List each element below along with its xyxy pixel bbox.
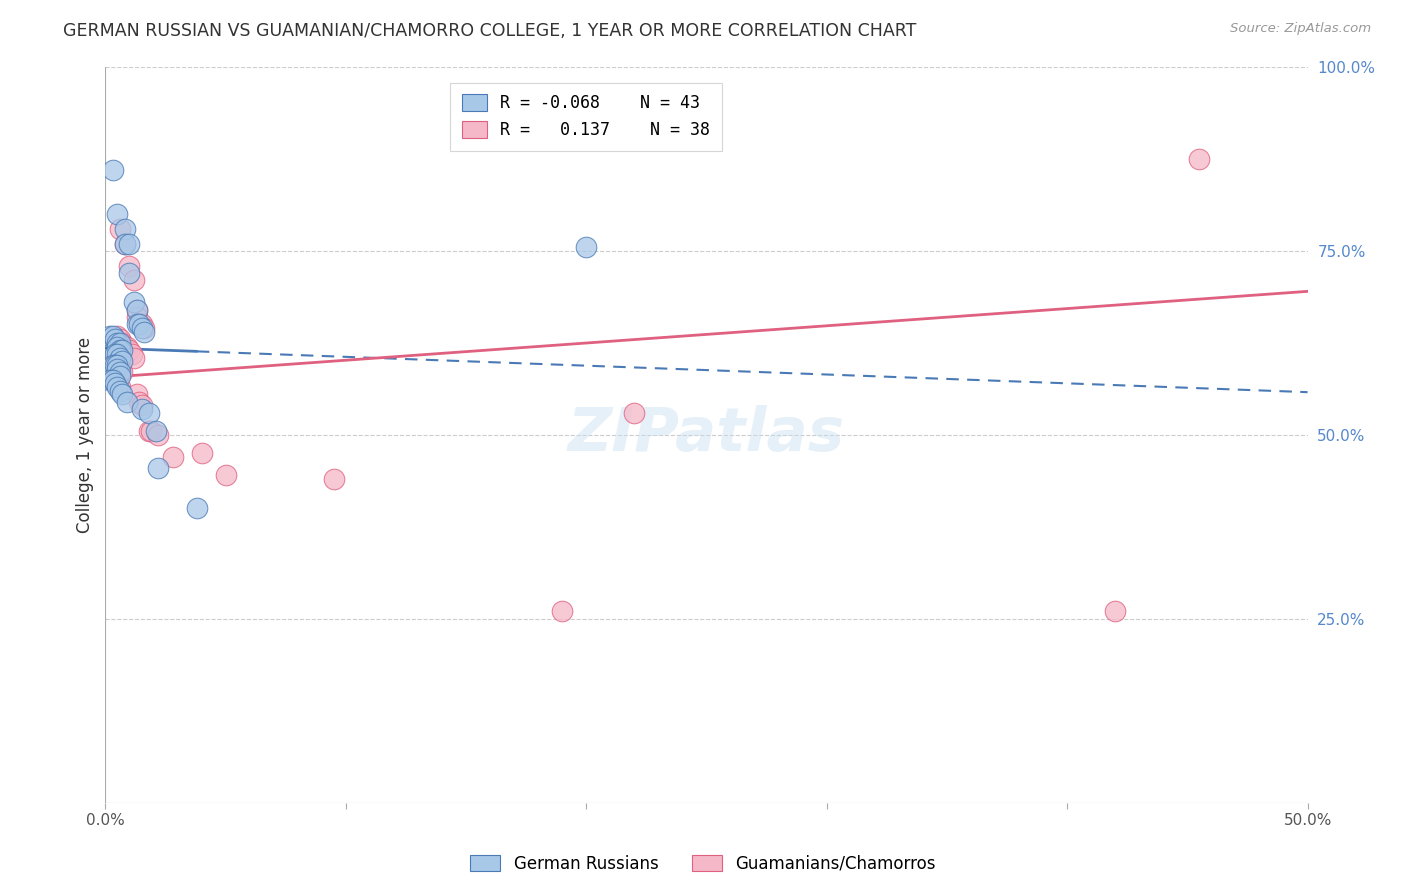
Point (108, 380, 131, 394)
Point (131, 399, 153, 413)
Point (114, 222, 136, 236)
Point (575, 240, 598, 254)
Text: ZIPatlas: ZIPatlas (568, 405, 845, 465)
Point (108, 335, 131, 350)
Point (214, 468, 236, 483)
Point (111, 365, 134, 379)
Point (107, 358, 129, 372)
Point (104, 373, 127, 387)
Point (118, 266, 141, 280)
Point (111, 387, 134, 401)
Text: GERMAN RUSSIAN VS GUAMANIAN/CHAMORRO COLLEGE, 1 YEAR OR MORE CORRELATION CHART: GERMAN RUSSIAN VS GUAMANIAN/CHAMORRO COL… (63, 22, 917, 40)
Point (139, 424, 162, 438)
Point (108, 369, 131, 384)
Point (108, 332, 131, 346)
Point (124, 295, 146, 310)
Point (108, 384, 131, 398)
Point (107, 380, 129, 394)
Point (114, 236, 136, 251)
Point (138, 406, 160, 420)
Point (162, 450, 184, 464)
Y-axis label: College, 1 year or more: College, 1 year or more (76, 337, 94, 533)
Point (107, 376, 129, 391)
Point (1188, 152, 1211, 166)
Point (101, 358, 124, 372)
Point (125, 318, 148, 332)
Point (108, 351, 131, 365)
Point (111, 343, 134, 358)
Point (107, 335, 129, 350)
Point (125, 302, 148, 317)
Point (148, 428, 170, 442)
Point (98, 373, 121, 387)
Point (107, 207, 129, 221)
Point (190, 446, 212, 460)
Point (104, 332, 127, 346)
Point (623, 406, 645, 420)
Point (132, 321, 155, 335)
Point (107, 340, 129, 354)
Point (124, 273, 146, 287)
Point (118, 343, 141, 358)
Point (115, 394, 138, 409)
Point (186, 501, 208, 516)
Legend: R = -0.068    N = 43, R =   0.137    N = 38: R = -0.068 N = 43, R = 0.137 N = 38 (450, 83, 723, 151)
Point (118, 236, 141, 251)
Point (108, 222, 131, 236)
Point (107, 347, 129, 361)
Point (108, 343, 131, 358)
Point (131, 318, 153, 332)
Point (125, 387, 148, 401)
Point (104, 354, 127, 368)
Point (108, 365, 131, 379)
Point (111, 354, 134, 368)
Legend: German Russians, Guamanians/Chamorros: German Russians, Guamanians/Chamorros (464, 848, 942, 880)
Point (107, 328, 129, 343)
Point (322, 472, 344, 486)
Point (107, 358, 129, 372)
Point (104, 376, 127, 391)
Point (104, 358, 127, 372)
Point (107, 361, 129, 376)
Point (125, 310, 148, 325)
Point (108, 361, 131, 376)
Point (145, 424, 167, 438)
Point (132, 325, 155, 339)
Point (121, 347, 143, 361)
Point (101, 373, 124, 387)
Point (114, 340, 136, 354)
Point (104, 347, 127, 361)
Point (101, 163, 124, 178)
Point (148, 461, 170, 475)
Point (138, 424, 160, 438)
Point (131, 321, 153, 335)
Point (115, 340, 138, 354)
Point (1104, 605, 1126, 619)
Point (118, 259, 141, 273)
Point (111, 335, 134, 350)
Point (124, 351, 146, 365)
Point (128, 318, 150, 332)
Point (551, 605, 574, 619)
Point (131, 402, 153, 417)
Point (128, 394, 150, 409)
Point (101, 328, 124, 343)
Point (114, 236, 136, 251)
Point (125, 302, 148, 317)
Text: Source: ZipAtlas.com: Source: ZipAtlas.com (1230, 22, 1371, 36)
Point (98, 328, 121, 343)
Point (101, 369, 124, 384)
